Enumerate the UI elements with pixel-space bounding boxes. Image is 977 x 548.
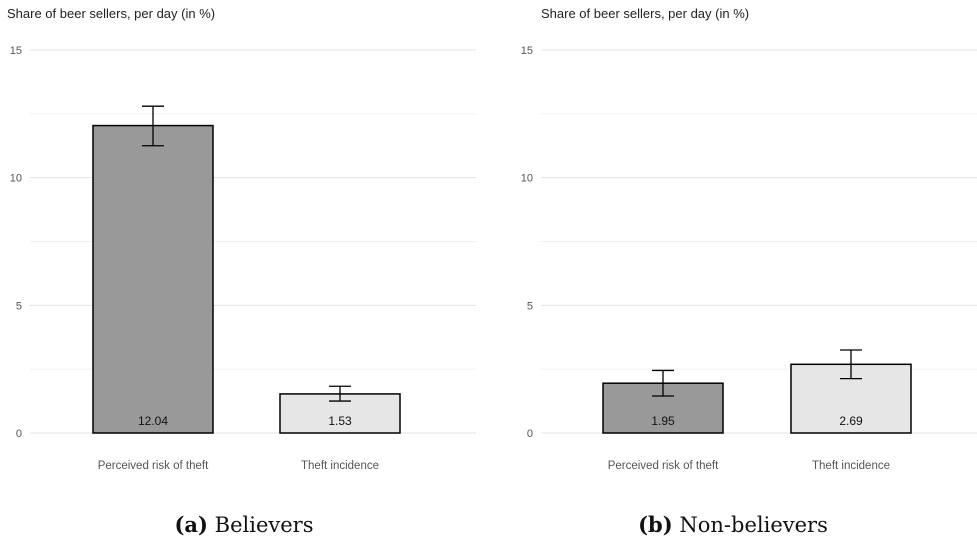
data-label: 12.04 — [138, 414, 168, 428]
chart-panel-believers: Share of beer sellers, per day (in %) 0 5… — [0, 0, 488, 548]
caption-text: Non-believers — [679, 513, 828, 537]
y-tick-label: 10 — [521, 173, 533, 185]
y-tick-label: 5 — [527, 300, 533, 312]
caption-tag: (b) — [638, 512, 673, 537]
data-label: 1.53 — [328, 414, 352, 428]
chart-plot-area: 0 5 10 15 12.04 Perceived risk of theft 1.53 Th… — [10, 45, 476, 472]
y-tick-label: 15 — [10, 45, 22, 57]
y-tick-label: 10 — [10, 173, 22, 185]
data-label: 1.95 — [651, 414, 675, 428]
x-tick-label: Perceived risk of theft — [98, 460, 209, 472]
figure-caption: (a) Believers — [0, 512, 488, 537]
x-tick-label: Theft incidence — [301, 460, 379, 472]
figure-caption: (b) Non-believers — [489, 512, 977, 537]
x-tick-label: Theft incidence — [812, 460, 890, 472]
x-tick-label: Perceived risk of theft — [608, 460, 719, 472]
y-tick-label: 5 — [16, 300, 22, 312]
chart-panel-non-believers: Share of beer sellers, per day (in %) 0 5… — [489, 0, 977, 548]
caption-text: Believers — [214, 513, 314, 537]
y-tick-label: 0 — [527, 428, 533, 440]
bar — [92, 124, 214, 434]
chart-title: Share of beer sellers, per day (in %) — [541, 6, 750, 21]
y-tick-label: 15 — [521, 45, 533, 57]
chart-plot-area: 0 5 10 15 1.95 Perceived risk of theft 2.69 The… — [521, 45, 977, 472]
caption-tag: (a) — [174, 512, 208, 537]
y-tick-label: 0 — [16, 428, 22, 440]
data-label: 2.69 — [839, 414, 863, 428]
chart-title: Share of beer sellers, per day (in %) — [7, 6, 216, 21]
